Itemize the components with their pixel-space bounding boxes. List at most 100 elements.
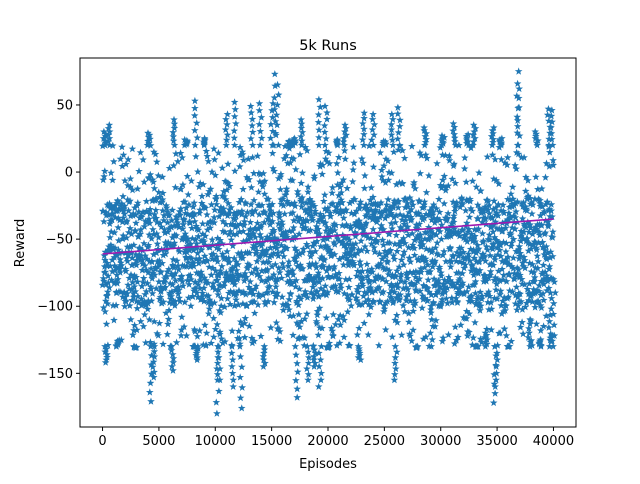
- data-point: [514, 141, 522, 149]
- data-point: [460, 288, 469, 296]
- data-point: [219, 253, 228, 261]
- data-point: [339, 312, 347, 320]
- data-point: [449, 119, 458, 127]
- data-point: [493, 341, 502, 349]
- data-point: [307, 211, 316, 219]
- data-point: [485, 201, 493, 209]
- data-point: [497, 309, 506, 318]
- data-point: [169, 262, 177, 270]
- data-point: [437, 235, 446, 243]
- data-point: [503, 257, 511, 265]
- data-point: [150, 210, 159, 218]
- data-point: [336, 321, 345, 329]
- data-point: [496, 329, 504, 337]
- data-point: [255, 120, 264, 128]
- data-point: [424, 276, 432, 284]
- data-point: [242, 290, 250, 298]
- data-point: [429, 299, 438, 307]
- data-point: [525, 228, 533, 236]
- data-point: [169, 255, 178, 263]
- data-point: [147, 264, 155, 272]
- data-point: [457, 321, 465, 329]
- data-point: [507, 190, 515, 198]
- data-point: [494, 211, 502, 219]
- data-point: [325, 263, 333, 271]
- data-point: [225, 258, 233, 266]
- data-point: [280, 252, 288, 260]
- data-point: [253, 152, 262, 160]
- data-point: [276, 172, 285, 181]
- data-point: [449, 218, 458, 226]
- data-point: [256, 252, 265, 260]
- data-point: [213, 276, 222, 284]
- data-point: [161, 250, 170, 258]
- data-point: [360, 125, 368, 133]
- data-point: [165, 306, 173, 314]
- data-point: [257, 221, 265, 229]
- data-point: [377, 209, 386, 217]
- data-point: [231, 105, 240, 113]
- data-point: [398, 215, 406, 224]
- data-point: [411, 280, 419, 289]
- data-point: [182, 262, 191, 270]
- data-point: [438, 131, 446, 140]
- data-point: [448, 298, 456, 306]
- data-point: [315, 141, 323, 149]
- data-point: [101, 358, 110, 366]
- data-point: [168, 280, 177, 288]
- data-point: [230, 254, 238, 262]
- data-point: [150, 347, 159, 355]
- data-point: [475, 204, 484, 212]
- data-point: [218, 164, 227, 172]
- data-point: [359, 274, 367, 282]
- data-point: [104, 341, 112, 349]
- data-point: [536, 211, 545, 219]
- data-point: [167, 223, 176, 231]
- data-point: [311, 359, 319, 367]
- data-point: [350, 250, 359, 258]
- data-point: [114, 223, 122, 231]
- data-point: [420, 126, 428, 134]
- data-point: [546, 253, 554, 262]
- data-point: [221, 337, 229, 345]
- data-point: [353, 267, 362, 275]
- data-point: [215, 212, 223, 220]
- data-point: [259, 362, 268, 370]
- data-point: [387, 280, 396, 288]
- data-point: [117, 261, 126, 269]
- data-point: [389, 115, 397, 123]
- data-point: [458, 279, 467, 287]
- data-point: [541, 216, 550, 225]
- data-point: [201, 232, 210, 240]
- data-point: [257, 113, 266, 121]
- data-point: [471, 277, 480, 285]
- data-point: [214, 290, 222, 298]
- data-point: [534, 238, 543, 247]
- data-point: [360, 184, 369, 192]
- data-point: [452, 283, 460, 291]
- data-point: [315, 278, 323, 286]
- data-point: [434, 276, 443, 284]
- data-point: [315, 292, 323, 300]
- data-point: [193, 332, 202, 340]
- data-point: [132, 219, 140, 227]
- data-point: [494, 201, 503, 209]
- data-point: [390, 213, 398, 221]
- data-point: [330, 238, 338, 246]
- data-point: [159, 251, 168, 259]
- data-point: [304, 348, 312, 356]
- data-point: [333, 208, 342, 216]
- data-point: [495, 179, 503, 188]
- data-point: [379, 225, 388, 233]
- data-point: [369, 110, 377, 118]
- data-point: [220, 278, 229, 286]
- data-point: [338, 238, 347, 246]
- data-point: [496, 240, 505, 248]
- data-point: [423, 284, 432, 292]
- data-point: [111, 278, 120, 286]
- data-point: [525, 324, 533, 332]
- data-point: [330, 250, 339, 258]
- data-point: [191, 235, 200, 244]
- data-point: [298, 193, 306, 201]
- data-point: [451, 179, 460, 187]
